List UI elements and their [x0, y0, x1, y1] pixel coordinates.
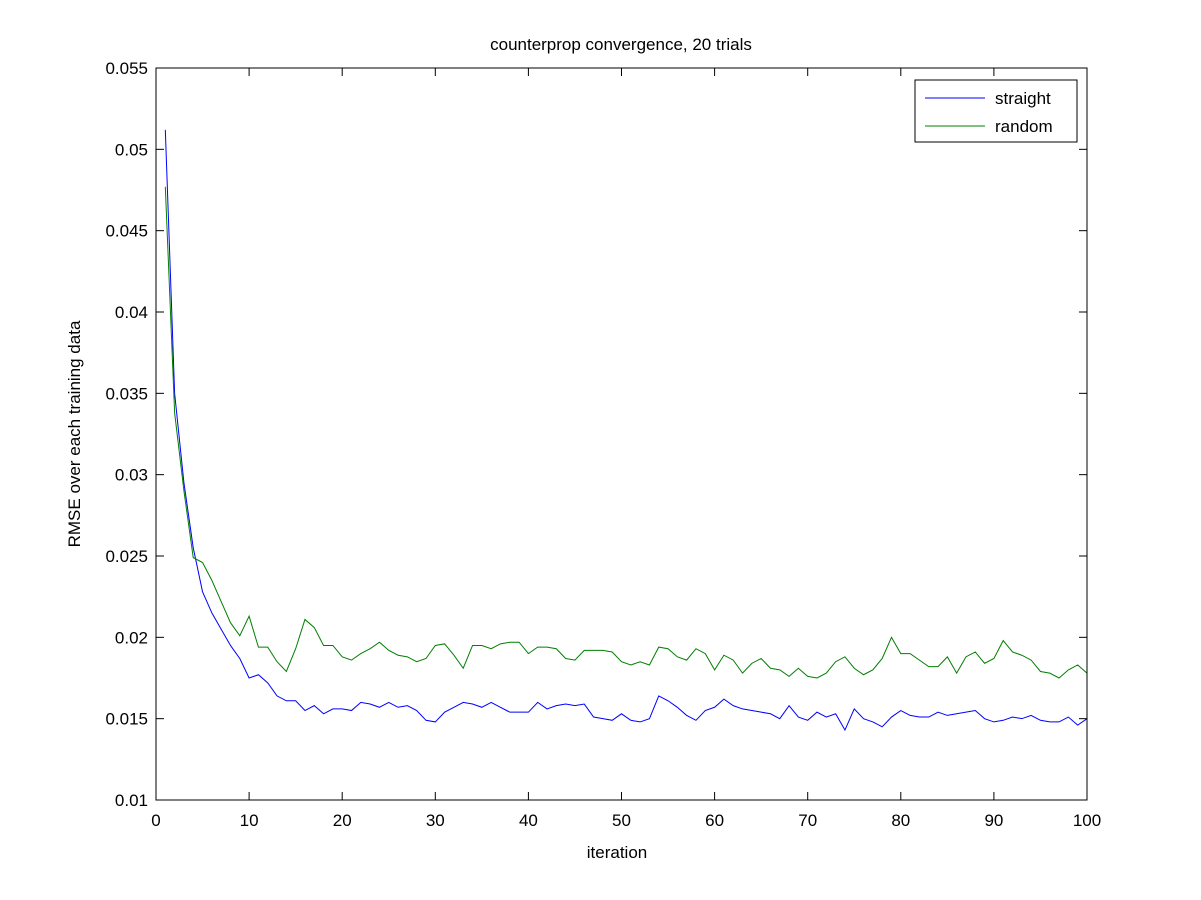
y-tick-label: 0.04: [115, 303, 148, 322]
series-line-random: [164, 186, 1088, 679]
x-tick-label: 10: [240, 811, 259, 830]
y-tick-label: 0.02: [115, 628, 148, 647]
x-tick-label: 60: [705, 811, 724, 830]
x-axis-label: iteration: [587, 843, 647, 862]
x-tick-label: 90: [984, 811, 1003, 830]
legend-box: [914, 79, 1078, 143]
y-tick-label: 0.03: [115, 466, 148, 485]
legend: straight random: [914, 79, 1078, 143]
y-axis-label: RMSE over each training data: [65, 320, 84, 547]
x-tick-label: 80: [891, 811, 910, 830]
x-tick-label: 0: [151, 811, 160, 830]
series-line-straight: [164, 129, 1088, 732]
y-tick-label: 0.015: [105, 710, 148, 729]
x-tick-label: 30: [426, 811, 445, 830]
chart-title: counterprop convergence, 20 trials: [490, 35, 752, 54]
y-tick-label: 0.025: [105, 547, 148, 566]
y-tick-label: 0.055: [105, 59, 148, 78]
x-tick-label: 40: [519, 811, 538, 830]
y-tick-label: 0.05: [115, 140, 148, 159]
x-tick-label: 70: [798, 811, 817, 830]
series-layer: [164, 129, 1088, 732]
tick-layer: 0 10 20 30 40 50 60 70 80 90 100 0.01 0.015 0.02 0.025…: [105, 59, 1101, 830]
legend-label-straight: straight: [995, 89, 1051, 108]
y-tick-label: 0.045: [105, 222, 148, 241]
plot-area: [156, 68, 1087, 800]
x-tick-label: 20: [333, 811, 352, 830]
y-tick-label: 0.01: [115, 791, 148, 810]
x-tick-label: 50: [612, 811, 631, 830]
legend-label-random: random: [995, 117, 1053, 136]
x-tick-label: 100: [1073, 811, 1101, 830]
y-tick-label: 0.035: [105, 384, 148, 403]
